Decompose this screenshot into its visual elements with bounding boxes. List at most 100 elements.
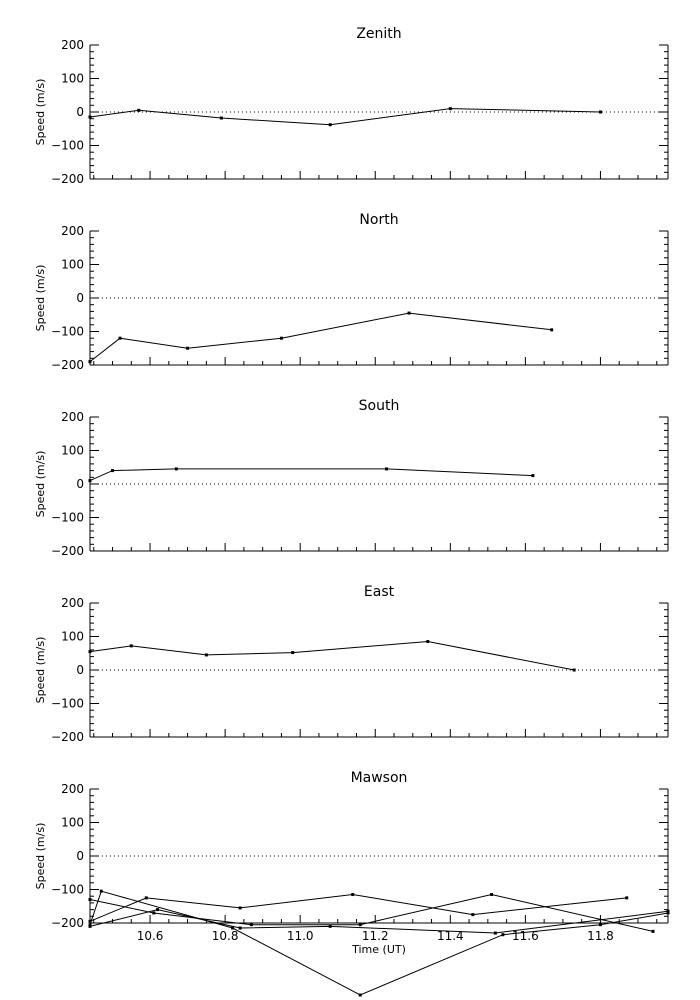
panel-title: East (364, 584, 395, 600)
y-axis-label: Speed (m/s) (34, 265, 47, 332)
x-axis-label: Time (UT) (351, 943, 406, 956)
data-point (385, 467, 389, 471)
data-point (118, 336, 122, 340)
y-tick-label: 100 (61, 444, 84, 458)
data-point (88, 650, 92, 654)
data-point (129, 644, 133, 648)
series-line (89, 468, 533, 482)
y-axis-label: Speed (m/s) (34, 823, 47, 890)
y-tick-label: 0 (76, 291, 84, 305)
y-tick-label: 0 (76, 663, 84, 677)
data-point (204, 653, 208, 657)
x-tick-label: 11.4 (437, 929, 464, 943)
data-point (111, 469, 115, 473)
panel-title: South (359, 398, 400, 414)
data-point (666, 909, 670, 913)
data-point (156, 908, 160, 912)
data-point (651, 929, 655, 933)
data-point (501, 933, 505, 937)
x-tick-label: 10.8 (212, 929, 239, 943)
data-point (174, 467, 178, 471)
y-tick-label: 0 (76, 477, 84, 491)
data-point (407, 311, 411, 315)
y-tick-label: −200 (51, 916, 84, 930)
x-tick-label: 10.6 (137, 929, 164, 943)
y-tick-label: 200 (61, 782, 84, 796)
data-point (249, 923, 253, 927)
data-point (328, 924, 332, 928)
series-line (89, 909, 669, 934)
data-point (238, 926, 242, 930)
data-point (144, 896, 148, 900)
data-point (598, 110, 602, 114)
data-point (625, 896, 629, 900)
data-point (88, 898, 92, 902)
series-line (89, 108, 601, 126)
x-tick-label: 11.2 (362, 929, 389, 943)
y-tick-label: 200 (61, 38, 84, 52)
data-point (137, 108, 141, 112)
y-tick-label: −200 (51, 730, 84, 744)
y-axis-label: Speed (m/s) (34, 79, 47, 146)
data-point (99, 889, 103, 893)
data-point (88, 923, 92, 927)
data-point (328, 123, 332, 127)
series-line (89, 312, 552, 362)
y-tick-label: 200 (61, 596, 84, 610)
y-tick-label: 100 (61, 630, 84, 644)
y-axis-label: Speed (m/s) (34, 637, 47, 704)
y-tick-label: 200 (61, 410, 84, 424)
y-tick-label: −200 (51, 172, 84, 186)
y-tick-label: 100 (61, 72, 84, 86)
x-tick-label: 11.6 (512, 929, 539, 943)
y-axis-label: Speed (m/s) (34, 451, 47, 518)
panel-title: Zenith (356, 26, 401, 42)
data-point (88, 924, 92, 928)
y-tick-label: −100 (51, 139, 84, 153)
panel-north: North Speed (m/s) 200 100 0 −100 −200 (34, 212, 669, 372)
y-tick-label: 200 (61, 224, 84, 238)
series-line (89, 893, 627, 922)
data-point (186, 346, 190, 350)
data-point (238, 906, 242, 910)
panel-east: East Speed (m/s) 200 100 0 −100 −200 (34, 584, 669, 744)
panel-title: North (359, 212, 398, 228)
panel-title: Mawson (351, 770, 408, 786)
panel-mawson: Mawson Speed (m/s) 200 100 0 −100 −200 10.6 10.8… (34, 770, 670, 997)
data-point (448, 107, 452, 111)
data-point (358, 993, 362, 997)
data-point (358, 923, 362, 927)
data-point (531, 474, 535, 478)
data-point (666, 911, 670, 915)
data-point (351, 893, 355, 897)
x-tick-label: 11.8 (587, 929, 614, 943)
y-tick-label: 0 (76, 849, 84, 863)
y-tick-label: −100 (51, 325, 84, 339)
y-tick-label: −200 (51, 544, 84, 558)
data-point (231, 926, 235, 930)
data-point (426, 640, 430, 644)
panel-zenith: Zenith Speed (m/s) 200 100 0 −100 −200 (34, 26, 669, 186)
data-point (88, 479, 92, 483)
series-line (89, 893, 654, 932)
y-tick-label: 100 (61, 816, 84, 830)
panel-south: South Speed (m/s) 200 100 0 −100 −200 (34, 398, 669, 558)
y-tick-label: 100 (61, 258, 84, 272)
y-tick-label: −200 (51, 358, 84, 372)
data-point (471, 913, 475, 917)
data-point (572, 668, 576, 672)
data-point (291, 651, 295, 655)
data-point (88, 919, 92, 923)
y-tick-label: −100 (51, 883, 84, 897)
data-point (88, 115, 92, 119)
data-point (152, 911, 156, 915)
data-point (490, 893, 494, 897)
y-tick-label: −100 (51, 511, 84, 525)
data-point (88, 360, 92, 364)
y-tick-label: −100 (51, 697, 84, 711)
data-point (493, 931, 497, 935)
data-point (279, 336, 283, 340)
series-line (89, 640, 575, 671)
data-point (598, 923, 602, 927)
